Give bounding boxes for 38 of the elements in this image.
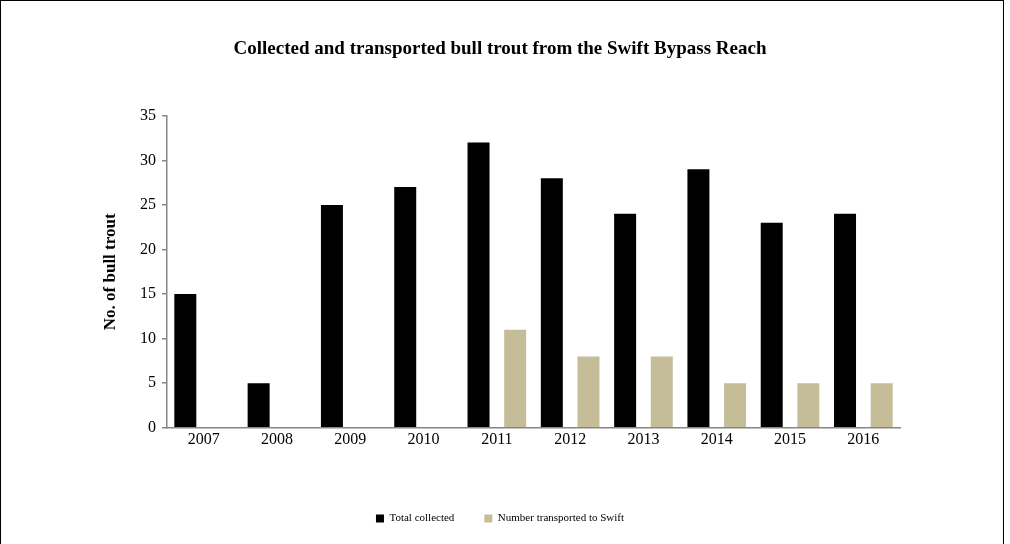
- bar: [870, 383, 893, 428]
- bar: [540, 178, 563, 428]
- bar: [320, 204, 343, 428]
- x-tick-label: 2013: [627, 429, 660, 447]
- x-tick-label: 2010: [407, 429, 440, 447]
- x-tick-label: 2015: [774, 429, 807, 447]
- bar: [760, 222, 783, 428]
- x-tick-label: 2014: [700, 429, 733, 447]
- x-tick-label: 2008: [260, 429, 293, 447]
- y-tick-label: 30: [140, 150, 156, 168]
- bar: [394, 187, 417, 428]
- y-tick-label: 35: [140, 106, 156, 123]
- chart-title: Collected and transported bull trout from the Swift Bypass Reach: [233, 37, 767, 59]
- y-tick-label: 10: [140, 328, 156, 346]
- bar: [577, 356, 600, 428]
- x-tick-label: 2012: [554, 429, 587, 447]
- x-tick-label: 2007: [187, 429, 220, 447]
- bar: [834, 213, 857, 428]
- y-tick-label: 0: [148, 418, 156, 435]
- x-tick-label: 2011: [481, 429, 513, 447]
- legend-label: Total collected: [389, 511, 455, 524]
- bar: [467, 142, 490, 428]
- x-tick-label: 2016: [847, 429, 880, 447]
- y-tick-label: 15: [140, 284, 156, 302]
- legend-label: Number transported to Swift: [497, 511, 625, 524]
- bar: [174, 294, 197, 428]
- bar: [650, 356, 673, 428]
- bar: [614, 213, 637, 428]
- bar: [247, 383, 270, 428]
- bar: [504, 329, 527, 428]
- y-tick-label: 25: [140, 195, 156, 213]
- x-tick-label: 2009: [334, 429, 367, 447]
- y-axis-title: No. of bull trout: [99, 213, 119, 331]
- y-tick-label: 20: [140, 239, 156, 257]
- bar: [687, 169, 710, 428]
- bar: [724, 383, 747, 428]
- bar: [797, 383, 820, 428]
- y-tick-label: 5: [148, 373, 156, 391]
